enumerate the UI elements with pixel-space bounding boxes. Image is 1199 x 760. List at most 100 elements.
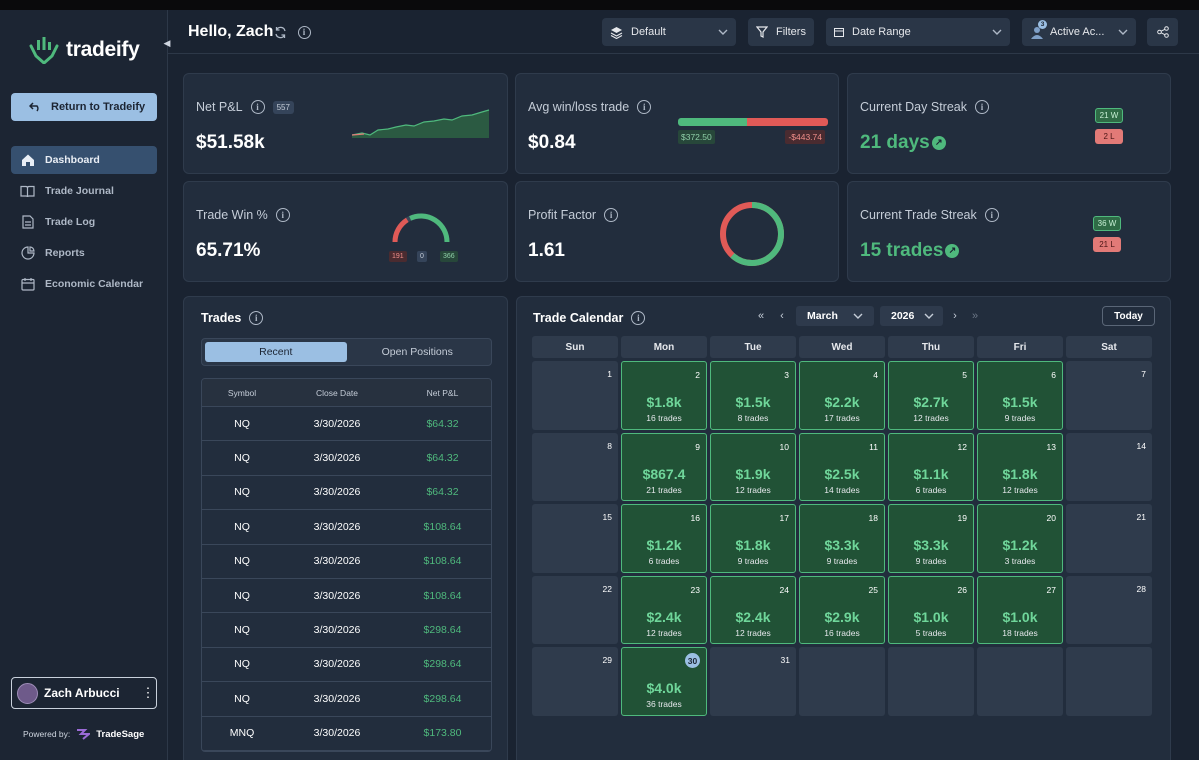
sidebar-item-label: Reports — [45, 247, 85, 259]
table-row[interactable]: NQ 3/30/2026 $298.64 — [202, 613, 491, 648]
win-rate-gauge — [392, 213, 450, 243]
calendar-day[interactable]: 15 — [532, 504, 618, 573]
table-row[interactable]: NQ 3/30/2026 $64.32 — [202, 407, 491, 442]
cell-symbol: MNQ — [229, 727, 255, 740]
tab-open-positions[interactable]: Open Positions — [381, 346, 453, 358]
calendar-day[interactable]: 31 — [710, 647, 796, 716]
calendar-day[interactable]: 21 — [1066, 504, 1152, 573]
card-title-text: Avg win/loss trade — [528, 100, 630, 114]
calendar-day[interactable]: 28 — [1066, 575, 1152, 645]
previous-month-button[interactable]: ‹ — [775, 306, 789, 326]
cell-symbol: NQ — [234, 624, 250, 637]
table-row[interactable]: NQ 3/30/2026 $108.64 — [202, 545, 491, 579]
calendar-day[interactable]: 11 $2.5k 14 trades — [799, 432, 885, 502]
calendar-day[interactable]: 2 $1.8k 16 trades — [621, 361, 707, 430]
info-icon[interactable]: i — [637, 100, 652, 114]
calendar-day[interactable]: 25 $2.9k 16 trades — [799, 575, 885, 645]
table-row[interactable]: MNQ 3/30/2026 $173.80 — [202, 717, 491, 751]
sidebar-nav: Dashboard Trade Journal Trade Log Report… — [11, 146, 157, 301]
year-select[interactable]: 2026 — [880, 306, 943, 326]
info-icon[interactable]: i — [631, 311, 646, 325]
filters-button[interactable]: Filters — [748, 18, 814, 46]
info-icon[interactable]: i — [974, 100, 989, 114]
calendar-day-empty — [977, 647, 1063, 716]
calendar-day[interactable]: 10 $1.9k 12 trades — [710, 432, 796, 502]
sidebar-item-economic-calendar[interactable]: Economic Calendar — [11, 270, 157, 298]
calendar-day[interactable]: 13 $1.8k 12 trades — [977, 432, 1063, 502]
column-header-symbol[interactable]: Symbol — [227, 387, 257, 398]
calendar-day[interactable]: 7 — [1066, 361, 1152, 430]
avg-win-bar-segment — [678, 118, 747, 126]
calendar-day[interactable]: 14 — [1066, 432, 1152, 502]
calendar-icon — [834, 28, 844, 37]
table-row[interactable]: NQ 3/30/2026 $108.64 — [202, 510, 491, 545]
sidebar-item-reports[interactable]: Reports — [11, 239, 157, 267]
day-number: 31 — [780, 655, 790, 666]
accounts-label: Active Ac... — [1050, 26, 1105, 38]
today-button[interactable]: Today — [1102, 306, 1155, 326]
calendar-day[interactable]: 18 $3.3k 9 trades — [799, 504, 885, 573]
weekday-sun: Sun — [532, 336, 618, 358]
first-month-button[interactable]: « — [753, 306, 769, 326]
table-row[interactable]: NQ 3/30/2026 $64.32 — [202, 476, 491, 511]
calendar-day[interactable]: 27 $1.0k 18 trades — [977, 575, 1063, 645]
day-streak-value: 21 days ↗ — [860, 132, 946, 154]
active-accounts-select[interactable]: 3 Active Ac... — [1022, 18, 1136, 46]
return-to-tradeify-button[interactable]: Return to Tradeify — [11, 93, 157, 121]
day-streak-title: Current Day Streak i — [860, 100, 989, 114]
table-row[interactable]: NQ 3/30/2026 $64.32 — [202, 441, 491, 476]
calendar-day[interactable]: 1 — [532, 361, 618, 430]
info-icon[interactable]: i — [250, 100, 265, 114]
sidebar-item-trade-log[interactable]: Trade Log — [11, 208, 157, 236]
calendar-day[interactable]: 19 $3.3k 9 trades — [888, 504, 974, 573]
next-month-button[interactable]: › — [948, 306, 962, 326]
calendar-day[interactable]: 4 $2.2k 17 trades — [799, 361, 885, 430]
powered-by: Powered by: TradeSage — [23, 728, 144, 740]
date-range-select[interactable]: Date Range — [826, 18, 1010, 46]
user-profile[interactable]: Zach Arbucci ⋮ — [11, 677, 157, 709]
calendar-day[interactable]: 6 $1.5k 9 trades — [977, 361, 1063, 430]
calendar-day[interactable]: 24 $2.4k 12 trades — [710, 575, 796, 645]
table-row[interactable]: NQ 3/30/2026 $298.64 — [202, 682, 491, 717]
profit-factor-title: Profit Factor i — [528, 208, 619, 222]
month-select[interactable]: March — [796, 306, 874, 326]
cell-close-date: 3/30/2026 — [313, 555, 361, 568]
info-icon[interactable]: i — [249, 311, 264, 325]
calendar-day[interactable]: 29 — [532, 647, 618, 716]
sidebar-item-trade-journal[interactable]: Trade Journal — [11, 177, 157, 205]
calendar-day[interactable]: 16 $1.2k 6 trades — [621, 504, 707, 573]
calendar-day[interactable]: 12 $1.1k 6 trades — [888, 432, 974, 502]
info-icon[interactable]: i — [984, 208, 999, 222]
calendar-day[interactable]: 17 $1.8k 9 trades — [710, 504, 796, 573]
day-number: 25 — [868, 584, 878, 595]
layout-select[interactable]: Default — [602, 18, 736, 46]
tab-recent[interactable]: Recent — [205, 342, 347, 362]
calendar-day[interactable]: 20 $1.2k 3 trades — [977, 504, 1063, 573]
logo[interactable]: tradeify — [28, 36, 140, 64]
last-month-button[interactable]: » — [967, 306, 983, 326]
column-header-net-pnl[interactable]: Net P&L — [426, 387, 459, 398]
refresh-icon[interactable] — [272, 24, 288, 40]
collapse-sidebar-button[interactable]: ◀ — [163, 37, 171, 48]
calendar-day[interactable]: 30 $4.0k 36 trades — [621, 647, 707, 716]
info-icon[interactable]: i — [275, 208, 290, 222]
column-header-close-date[interactable]: Close Date — [315, 387, 359, 398]
sidebar-item-dashboard[interactable]: Dashboard — [11, 146, 157, 174]
day-pnl: $1.1k — [913, 465, 949, 482]
calendar-day[interactable]: 3 $1.5k 8 trades — [710, 361, 796, 430]
calendar-day[interactable]: 22 — [532, 575, 618, 645]
table-row[interactable]: NQ 3/30/2026 $298.64 — [202, 648, 491, 683]
calendar-day[interactable]: 5 $2.7k 12 trades — [888, 361, 974, 430]
powered-by-label: Powered by: — [23, 729, 71, 739]
calendar-day[interactable]: 9 $867.4 21 trades — [621, 432, 707, 502]
share-button[interactable] — [1147, 18, 1178, 46]
calendar-day[interactable]: 8 — [532, 432, 618, 502]
table-row[interactable]: NQ 3/30/2026 $108.64 — [202, 579, 491, 614]
info-icon[interactable]: i — [604, 208, 619, 222]
calendar-day[interactable]: 26 $1.0k 5 trades — [888, 575, 974, 645]
day-number: 20 — [1046, 513, 1056, 524]
info-icon[interactable]: i — [296, 24, 312, 40]
more-vertical-icon[interactable]: ⋮ — [141, 685, 155, 700]
win-loss-ratio-bar — [678, 118, 828, 126]
calendar-day[interactable]: 23 $2.4k 12 trades — [621, 575, 707, 645]
